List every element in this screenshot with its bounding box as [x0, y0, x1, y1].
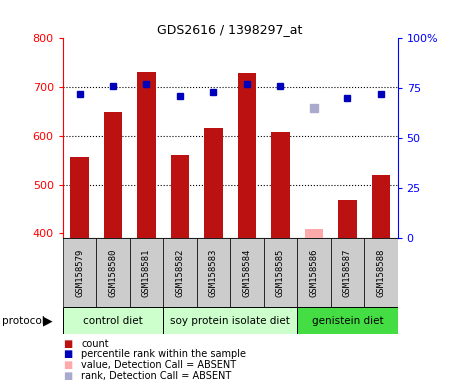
Bar	[104, 113, 122, 238]
Text: GSM158582: GSM158582	[175, 248, 185, 297]
Title: GDS2616 / 1398297_at: GDS2616 / 1398297_at	[158, 23, 303, 36]
Bar	[297, 307, 398, 334]
Bar	[364, 238, 398, 307]
Bar	[204, 129, 223, 238]
Text: ■: ■	[63, 339, 72, 349]
Bar	[96, 238, 130, 307]
Text: GSM158583: GSM158583	[209, 248, 218, 297]
Bar	[63, 307, 163, 334]
Text: GSM158586: GSM158586	[309, 248, 319, 297]
Bar	[271, 132, 290, 238]
Bar	[163, 307, 297, 334]
Bar	[63, 238, 96, 307]
Text: GSM158584: GSM158584	[242, 248, 252, 297]
Text: rank, Detection Call = ABSENT: rank, Detection Call = ABSENT	[81, 371, 232, 381]
Bar	[372, 175, 390, 238]
Bar	[238, 73, 256, 238]
Text: protocol: protocol	[2, 316, 45, 326]
Bar	[197, 238, 230, 307]
Bar	[338, 200, 357, 238]
Bar	[230, 238, 264, 307]
Text: ■: ■	[63, 360, 72, 370]
Text: percentile rank within the sample: percentile rank within the sample	[81, 349, 246, 359]
Text: soy protein isolate diet: soy protein isolate diet	[170, 316, 290, 326]
Text: genistein diet: genistein diet	[312, 316, 383, 326]
Text: ▶: ▶	[43, 314, 53, 327]
Text: value, Detection Call = ABSENT: value, Detection Call = ABSENT	[81, 360, 237, 370]
Bar	[163, 238, 197, 307]
Bar	[171, 155, 189, 238]
Text: ■: ■	[63, 371, 72, 381]
Text: GSM158587: GSM158587	[343, 248, 352, 297]
Text: GSM158585: GSM158585	[276, 248, 285, 297]
Bar	[137, 71, 156, 238]
Text: ■: ■	[63, 349, 72, 359]
Text: count: count	[81, 339, 109, 349]
Bar	[305, 229, 323, 238]
Bar	[264, 238, 297, 307]
Bar	[70, 157, 89, 238]
Text: GSM158581: GSM158581	[142, 248, 151, 297]
Text: GSM158579: GSM158579	[75, 248, 84, 297]
Text: GSM158580: GSM158580	[108, 248, 118, 297]
Text: control diet: control diet	[83, 316, 143, 326]
Bar	[130, 238, 163, 307]
Bar	[297, 238, 331, 307]
Text: GSM158588: GSM158588	[376, 248, 385, 297]
Bar	[331, 238, 364, 307]
